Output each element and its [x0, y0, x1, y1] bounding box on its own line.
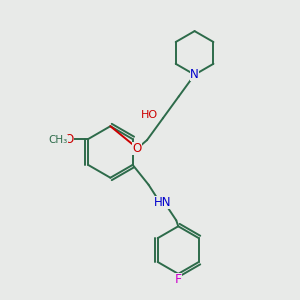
Text: HN: HN — [154, 196, 171, 209]
Text: N: N — [190, 68, 199, 81]
Text: CH₃: CH₃ — [49, 135, 68, 145]
Text: O: O — [133, 142, 142, 154]
Text: F: F — [175, 273, 182, 286]
Text: HO: HO — [140, 110, 158, 120]
Text: O: O — [64, 133, 74, 146]
